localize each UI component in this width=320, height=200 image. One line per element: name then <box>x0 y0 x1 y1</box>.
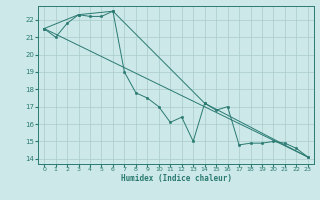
X-axis label: Humidex (Indice chaleur): Humidex (Indice chaleur) <box>121 174 231 183</box>
